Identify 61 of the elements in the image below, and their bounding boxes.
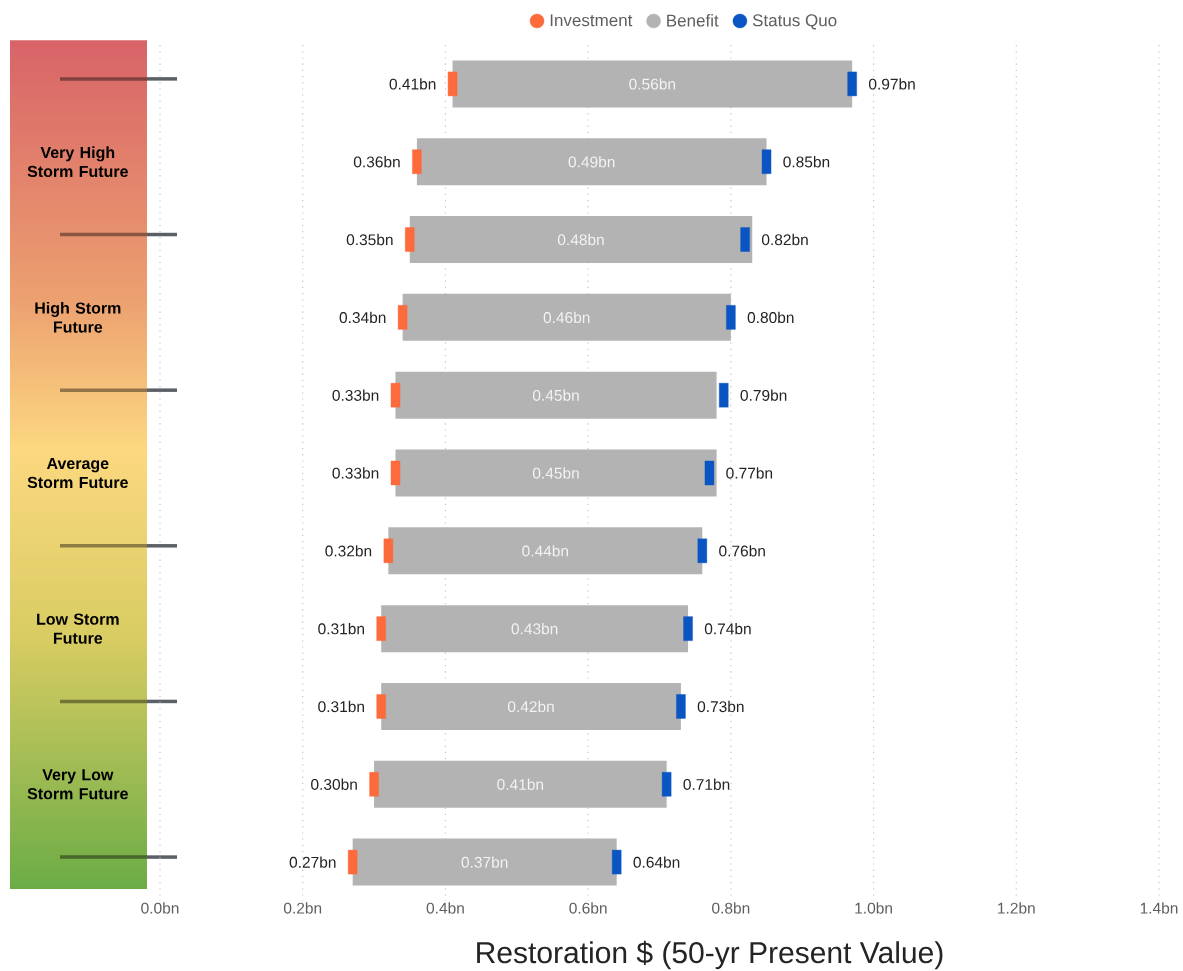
data-label: 0.34bn: [339, 311, 386, 324]
x-tick-label: 1.4bn: [1140, 902, 1178, 914]
data-label: 0.44bn: [522, 545, 569, 557]
data-label: 0.64bn: [633, 856, 680, 868]
data-label: 0.43bn: [511, 622, 558, 635]
data-label: 0.36bn: [353, 156, 400, 168]
data-label: 0.33bn: [332, 467, 379, 479]
data-label: 0.56bn: [629, 78, 676, 90]
data-label: 0.41bn: [497, 778, 544, 790]
data-label: 0.46bn: [543, 311, 590, 324]
data-label: 0.76bn: [719, 545, 765, 557]
legend-label: Benefit: [667, 14, 719, 27]
data-label: 0.45bn: [532, 467, 579, 479]
bar: [388, 527, 703, 575]
data-label: 0.74bn: [704, 622, 751, 635]
bar: [395, 371, 717, 419]
x-tick-label: 0.0bn: [141, 902, 179, 914]
data-label: 0.31bn: [318, 622, 364, 635]
bar: [381, 605, 689, 653]
bar: [374, 760, 667, 808]
data-label: 0.79bn: [740, 389, 787, 401]
data-label: 0.73bn: [697, 700, 744, 713]
data-label: 0.82bn: [761, 233, 808, 246]
data-label: 0.32bn: [325, 545, 372, 557]
y-tick-label: Very Low Storm Future: [27, 769, 128, 800]
data-label: 0.31bn: [318, 700, 364, 713]
data-label: 0.27bn: [289, 856, 336, 868]
x-tick-label: 0.2bn: [283, 902, 322, 914]
legend-label: Status Quo: [752, 14, 837, 30]
bar: [416, 138, 767, 186]
data-label: 0.33bn: [332, 389, 379, 401]
y-tick-label: High Storm Future: [35, 301, 121, 333]
bar: [352, 838, 617, 886]
data-label: 0.97bn: [868, 78, 915, 90]
y-tick-label: Low Storm Future: [37, 613, 119, 644]
bar: [395, 449, 717, 497]
x-axis-title: Restoration $ (50-yr Present Value): [477, 940, 943, 970]
x-tick-label: 0.8bn: [712, 902, 750, 914]
y-tick-label: Average Storm Future: [27, 457, 128, 489]
x-tick-label: 0.6bn: [569, 902, 607, 914]
data-label: 0.48bn: [557, 233, 604, 246]
data-label: 0.85bn: [783, 156, 830, 168]
data-label: 0.30bn: [311, 778, 357, 790]
y-tick-label: Very High Storm Future: [27, 146, 128, 178]
data-label: 0.35bn: [346, 233, 393, 246]
bar: [402, 293, 731, 341]
x-tick-label: 0.4bn: [426, 902, 464, 914]
data-label: 0.80bn: [747, 311, 794, 324]
data-label: 0.42bn: [507, 700, 554, 713]
data-label: 0.37bn: [461, 856, 508, 868]
bar: [381, 682, 681, 730]
bar: [409, 216, 753, 264]
legend-label: Investment: [550, 14, 633, 27]
x-tick-label: 1.0bn: [855, 902, 892, 914]
data-label: 0.49bn: [568, 156, 615, 168]
data-label: 0.45bn: [532, 389, 579, 401]
x-tick-label: 1.2bn: [998, 902, 1035, 914]
data-label: 0.77bn: [726, 467, 773, 479]
data-label: 0.71bn: [683, 778, 730, 790]
data-label: 0.41bn: [389, 78, 436, 90]
bar: [452, 60, 853, 108]
